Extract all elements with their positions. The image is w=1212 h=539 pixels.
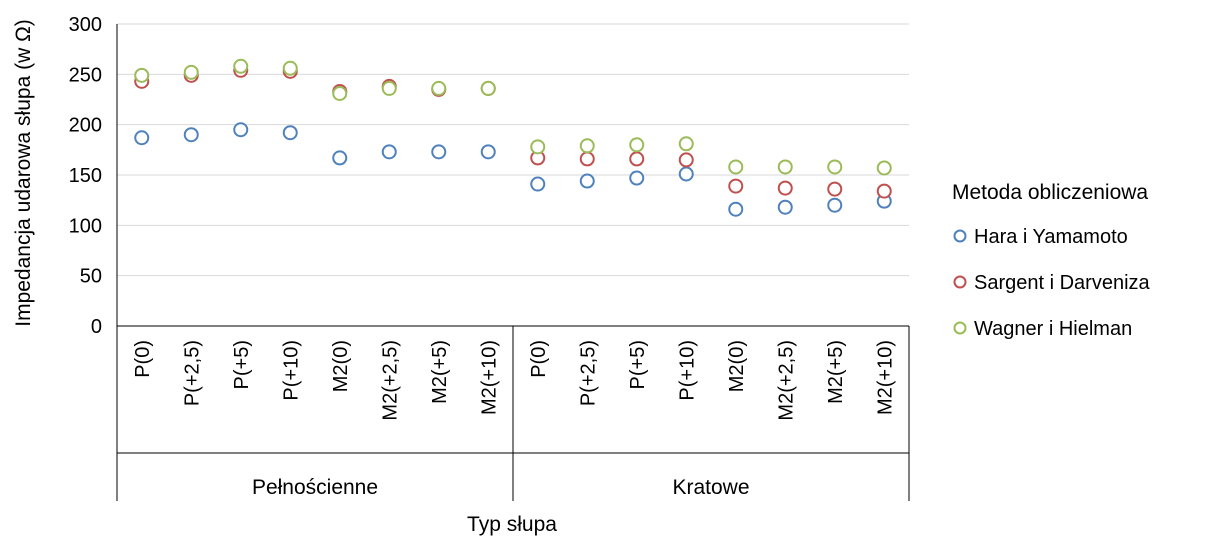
data-point bbox=[480, 144, 496, 160]
data-point bbox=[728, 201, 744, 217]
legend-marker bbox=[953, 229, 967, 243]
data-point bbox=[332, 150, 348, 166]
y-axis-ticks: 0 50 100 150 200 250 300 bbox=[69, 14, 102, 338]
x-tick-label: P(+2,5) bbox=[577, 340, 599, 406]
x-tick-label: P(0) bbox=[528, 340, 550, 378]
y-tick-label: 300 bbox=[69, 14, 102, 36]
data-point bbox=[777, 199, 793, 215]
legend-marker bbox=[953, 321, 967, 335]
legend-title: Metoda obliczeniowa bbox=[952, 181, 1148, 204]
data-point bbox=[579, 151, 595, 167]
data-point bbox=[282, 125, 298, 141]
x-tick-label: M2(+2,5) bbox=[775, 340, 797, 421]
data-point bbox=[678, 136, 694, 152]
x-axis-title: Typ słupa bbox=[467, 513, 557, 536]
y-tick-label: 250 bbox=[69, 64, 102, 86]
data-point bbox=[480, 80, 496, 96]
y-tick-label: 50 bbox=[80, 266, 102, 288]
data-point bbox=[629, 137, 645, 153]
data-point bbox=[777, 159, 793, 175]
data-point bbox=[629, 170, 645, 186]
y-tick-label: 0 bbox=[91, 316, 102, 338]
data-point bbox=[332, 85, 348, 101]
x-axis: P(0) P(+2,5) P(+5) P(+10) M2(0) M2(+2,5) M2(+5… bbox=[116, 24, 910, 501]
y-tick-label: 200 bbox=[69, 115, 102, 137]
gridlines bbox=[117, 23, 909, 277]
legend-label: Sargent i Darveniza bbox=[974, 272, 1151, 294]
x-tick-label: M2(0) bbox=[726, 340, 748, 392]
data-point bbox=[233, 58, 249, 74]
data-point bbox=[233, 122, 249, 138]
x-tick-label: P(0) bbox=[132, 340, 154, 378]
data-point bbox=[728, 159, 744, 175]
x-tick-label: P(+5) bbox=[231, 340, 253, 389]
x-tick-label: M2(+5) bbox=[429, 340, 451, 404]
group-label: Pełnościenne bbox=[252, 476, 378, 499]
data-point bbox=[678, 166, 694, 182]
data-point bbox=[134, 130, 150, 146]
x-tick-label: M2(+2,5) bbox=[379, 340, 401, 421]
x-tick-label: M2(0) bbox=[330, 340, 352, 392]
legend: Metoda obliczeniowa Hara i Yamamoto Sarge… bbox=[952, 181, 1151, 340]
data-point bbox=[183, 64, 199, 80]
data-point bbox=[678, 152, 694, 168]
data-point bbox=[381, 144, 397, 160]
data-point bbox=[876, 183, 892, 199]
data-point bbox=[629, 151, 645, 167]
data-point bbox=[777, 180, 793, 196]
y-tick-label: 150 bbox=[69, 165, 102, 187]
x-tick-label: P(+5) bbox=[627, 340, 649, 389]
data-point bbox=[579, 138, 595, 154]
data-point bbox=[431, 144, 447, 160]
data-point bbox=[381, 80, 397, 96]
data-point bbox=[431, 80, 447, 96]
data-point bbox=[183, 127, 199, 143]
data-point bbox=[827, 181, 843, 197]
y-axis-title: Impedancja udarowa słupa (w Ω) bbox=[12, 19, 35, 327]
data-point bbox=[579, 173, 595, 189]
x-tick-label: M2(+5) bbox=[825, 340, 847, 404]
y-tick-label: 100 bbox=[69, 215, 102, 237]
data-point bbox=[876, 160, 892, 176]
legend-label: Hara i Yamamoto bbox=[974, 226, 1128, 248]
data-point bbox=[827, 159, 843, 175]
data-point bbox=[530, 139, 546, 155]
legend-marker bbox=[953, 275, 967, 289]
data-points bbox=[134, 58, 892, 217]
x-tick-label: P(+10) bbox=[676, 340, 698, 401]
data-point bbox=[134, 67, 150, 83]
x-tick-label: P(+10) bbox=[280, 340, 302, 401]
data-point bbox=[282, 60, 298, 76]
group-label: Kratowe bbox=[672, 476, 749, 499]
data-point bbox=[530, 176, 546, 192]
legend-label: Wagner i Hielman bbox=[974, 318, 1132, 340]
data-point bbox=[728, 178, 744, 194]
x-tick-label: M2(+10) bbox=[478, 340, 500, 415]
x-tick-label: P(+2,5) bbox=[181, 340, 203, 406]
data-point bbox=[827, 197, 843, 213]
x-tick-label: M2(+10) bbox=[874, 340, 896, 415]
